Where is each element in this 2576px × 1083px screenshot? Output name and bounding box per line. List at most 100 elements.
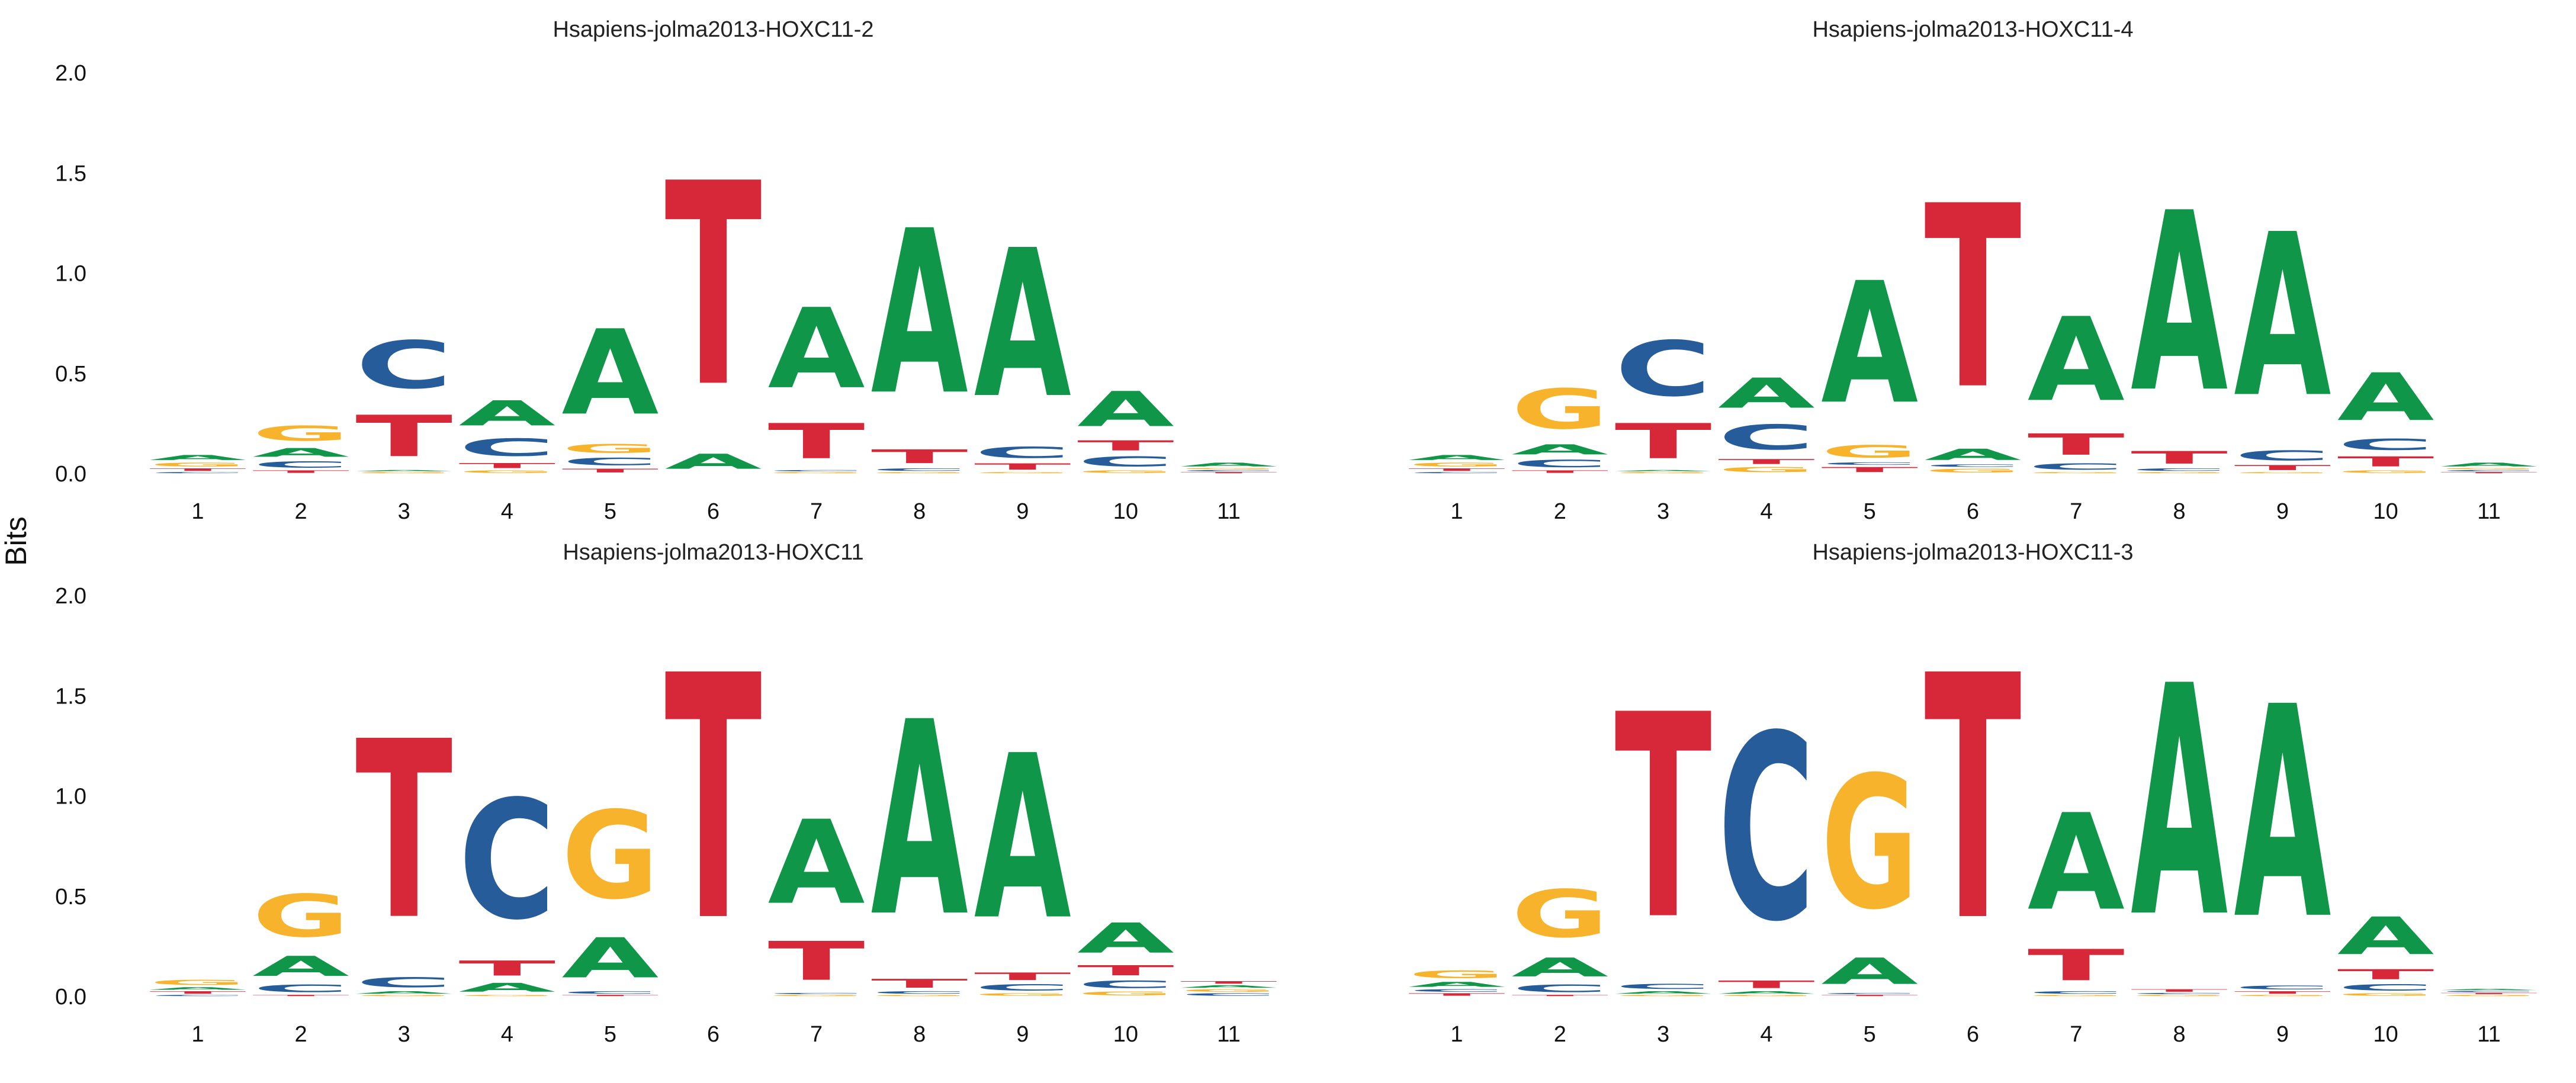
logo-letter-T: T — [561, 468, 659, 474]
x-tick-label: 6 — [1967, 1022, 1979, 1047]
logo-letter-C: C — [252, 459, 349, 470]
logo-letter-G: G — [1718, 466, 1815, 474]
logo-letter-G: G — [2131, 472, 2228, 474]
x-tick-label: 2 — [1554, 1022, 1566, 1047]
logo-letter-A: A — [768, 285, 865, 413]
logo-letter-C: C — [1511, 458, 1608, 470]
x-tick-label: 4 — [501, 1022, 513, 1047]
logo-letter-C: C — [355, 327, 452, 403]
logo-letter-G: G — [1718, 995, 1815, 997]
logo-letter-A: A — [1718, 991, 1815, 995]
logo-letter-C: C — [458, 766, 555, 956]
logo-letter-G: G — [1821, 442, 1918, 462]
logo-letter-A: A — [2131, 619, 2229, 988]
x-tick-label: 9 — [1016, 499, 1029, 524]
x-tick-label: 5 — [604, 499, 616, 524]
x-tick-label: 3 — [398, 499, 410, 524]
logo-letter-G: G — [458, 470, 555, 474]
x-tick-label: 7 — [2070, 1022, 2082, 1047]
x-tick-label: 8 — [2173, 499, 2186, 524]
logo-letter-C: C — [2028, 991, 2125, 995]
logo-letter-T: T — [1718, 458, 1815, 466]
logo-letter-A: A — [458, 981, 555, 995]
logo-letter-C: C — [1077, 454, 1174, 470]
logo-letter-G: G — [561, 442, 659, 456]
logo-letter-A: A — [1408, 454, 1505, 461]
logo-letter-T: T — [149, 468, 246, 472]
logo-letter-G: G — [1511, 876, 1608, 953]
logo-letter-T: T — [2440, 472, 2538, 474]
logo-letter-T: T — [458, 462, 555, 470]
x-tick-label: 2 — [295, 1022, 307, 1047]
logo-letter-G: G — [2337, 992, 2434, 997]
logo-letter-T: T — [2028, 940, 2125, 991]
x-tick-label: 8 — [2173, 1022, 2186, 1047]
x-tick-label: 10 — [1113, 499, 1138, 524]
logo-letter-C: C — [1180, 992, 1277, 997]
logo-letter-C: C — [2234, 448, 2331, 464]
logo-letter-G: G — [1408, 462, 1505, 468]
logo-letter-C: C — [871, 468, 968, 472]
logo-letter-C: C — [2440, 991, 2538, 992]
logo-letter-T: T — [871, 446, 968, 468]
logo-letter-T: T — [871, 976, 968, 991]
logo-letter-T: T — [1077, 438, 1174, 454]
logo-panel-2: Hsapiens-jolma2013-HOXC11-4 1 2 3 4 5 6 7 8 9 10 11… — [1408, 17, 2538, 524]
logo-letter-T: T — [458, 956, 555, 981]
x-tick-label: 1 — [1450, 499, 1463, 524]
logo-letter-G: G — [1408, 969, 1505, 981]
x-tick-label: 9 — [2276, 1022, 2289, 1047]
y-tick-label: 0.5 — [55, 885, 86, 910]
logo-letter-T: T — [2440, 992, 2538, 994]
x-tick-label: 9 — [1016, 1022, 1029, 1047]
x-tick-label: 3 — [1657, 1022, 1669, 1047]
logo-letter-A: A — [2131, 160, 2229, 447]
logo-letter-A: A — [1615, 991, 1712, 995]
x-tick-label: 4 — [501, 499, 513, 524]
logo-letter-C: C — [1511, 982, 1608, 994]
logo-letter-C: C — [149, 472, 246, 474]
x-tick-label: 10 — [2373, 1022, 2398, 1047]
x-tick-label: 7 — [810, 1022, 823, 1047]
logo-letter-A: A — [2440, 988, 2538, 990]
panel-title: Hsapiens-jolma2013-HOXC11-3 — [1812, 540, 2133, 565]
logo-letter-C: C — [561, 991, 659, 995]
logo-letter-G: G — [458, 995, 555, 997]
logo-letter-G: G — [355, 995, 452, 997]
logo-letter-T: T — [2131, 448, 2228, 468]
logo-letter-C: C — [1821, 462, 1918, 466]
x-tick-label: 4 — [1760, 1022, 1772, 1047]
logo-letter-G: G — [2234, 995, 2331, 997]
logo-letter-G: G — [1615, 472, 1712, 474]
logo-letter-C: C — [1615, 982, 1712, 991]
logo-letter-T: T — [1615, 655, 1713, 982]
logo-letter-A: A — [1718, 369, 1815, 417]
logo-letter-T: T — [2337, 454, 2434, 470]
x-tick-label: 6 — [1967, 499, 1979, 524]
logo-letter-A: A — [561, 306, 659, 442]
logo-letter-G: G — [1077, 991, 1174, 997]
logo-letter-T: T — [1925, 605, 2022, 995]
logo-letter-T: T — [1718, 979, 1815, 991]
y-axis-label: Bits — [0, 516, 33, 565]
logo-letter-A: A — [1925, 446, 2022, 464]
logo-letter-T: T — [355, 689, 453, 973]
logo-letter-C: C — [2131, 992, 2228, 994]
x-tick-label: 9 — [2276, 499, 2289, 524]
logo-letter-G: G — [252, 422, 349, 446]
logo-letter-G: G — [871, 472, 968, 474]
logo-letter-A: A — [1511, 953, 1608, 983]
logo-letter-A: A — [974, 707, 1072, 970]
x-tick-label: 1 — [191, 1022, 204, 1047]
logo-letter-C: C — [974, 982, 1071, 992]
logo-letter-G: G — [252, 883, 349, 951]
logo-letter-C: C — [1615, 325, 1712, 413]
logo-letter-G: G — [149, 979, 246, 986]
x-tick-label: 1 — [191, 499, 204, 524]
logo-letter-A: A — [1408, 981, 1505, 988]
logo-letter-A: A — [974, 207, 1072, 443]
logo-letter-C: C — [1821, 992, 1918, 994]
logo-letter-G: G — [974, 472, 1071, 474]
logo-letter-T: T — [2131, 988, 2228, 992]
